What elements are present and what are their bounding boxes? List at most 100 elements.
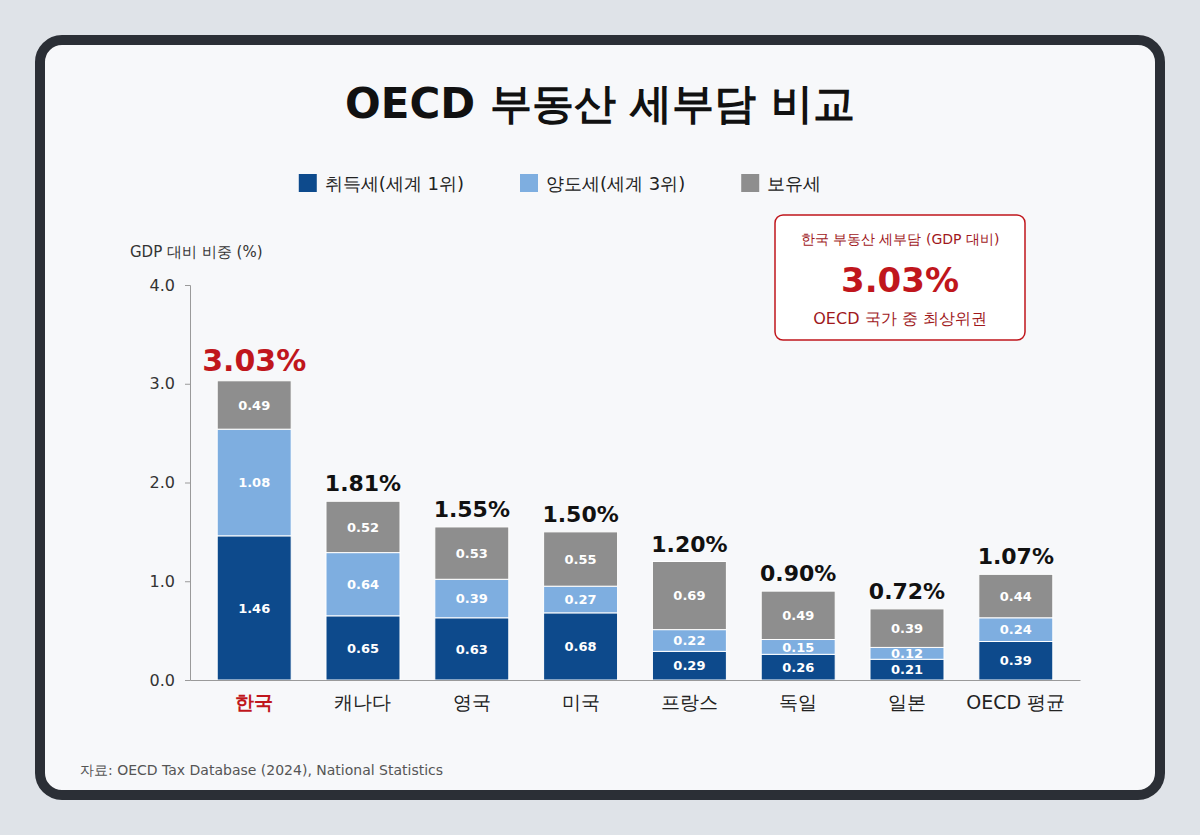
bar-segment <box>544 532 618 586</box>
x-axis: 한국캐나다영국미국프랑스독일일본OECD 평균 <box>191 680 1081 713</box>
y-tick-mark <box>185 680 190 681</box>
x-tick-label: OECD 평균 <box>966 691 1065 713</box>
x-tick-label: 프랑스 <box>661 691 718 713</box>
bars <box>217 381 1053 680</box>
total-label: 1.81% <box>325 471 401 496</box>
segment-label: 0.29 <box>673 658 705 673</box>
y-tick-mark <box>185 581 190 582</box>
page-background <box>0 0 1200 835</box>
legend-item: 양도세(세계 3위) <box>520 173 685 194</box>
bar-segment <box>326 501 400 552</box>
bar-segment <box>979 641 1053 680</box>
x-tick-label: 미국 <box>562 691 600 713</box>
total-label: 1.50% <box>542 502 618 527</box>
y-tick: 0.0 <box>150 671 190 690</box>
legend-label: 양도세(세계 3위) <box>546 173 685 194</box>
bar-segment <box>217 429 291 536</box>
segment-label: 0.12 <box>891 646 923 661</box>
legend: 취득세(세계 1위) 양도세(세계 3위) 보유세 <box>299 173 821 194</box>
bar-segment <box>435 579 509 618</box>
legend-swatch <box>299 174 317 192</box>
x-tick: OECD 평균 <box>966 680 1065 713</box>
y-axis: 0.0 1.0 2.0 3.0 4.0 <box>150 276 191 690</box>
total-label: 1.20% <box>651 532 727 557</box>
segment-label: 0.27 <box>565 592 597 607</box>
bar-segment <box>761 591 835 639</box>
y-tick-label: 4.0 <box>150 276 175 295</box>
bar-segment <box>870 659 944 680</box>
legend-swatch <box>741 174 759 192</box>
segment-label: 0.24 <box>1000 622 1032 637</box>
x-tick: 영국 <box>453 680 491 713</box>
y-axis-line <box>185 286 191 681</box>
total-label: 3.03% <box>202 343 306 378</box>
total-labels: 3.03%1.81%1.55%1.50%1.20%0.90%0.72%1.07% <box>202 343 1054 604</box>
segment-label: 0.44 <box>1000 589 1032 604</box>
data-labels: 1.460.650.630.680.290.260.210.391.080.64… <box>238 398 1032 678</box>
x-tick: 독일 <box>779 680 817 713</box>
y-tick-label: 0.0 <box>150 671 175 690</box>
segment-label: 0.64 <box>347 577 379 592</box>
bar-segment <box>979 618 1053 642</box>
x-tick-label: 캐나다 <box>334 691 391 713</box>
x-tick: 한국 <box>235 680 273 713</box>
chart-svg: OECD 부동산 세부담 비교취득세(세계 1위) 양도세(세계 3위) 보유세 GD… <box>0 0 1200 835</box>
y-tick-mark <box>185 285 190 286</box>
x-axis-line <box>191 680 1081 681</box>
total-label: 1.07% <box>978 544 1054 569</box>
segment-label: 0.68 <box>565 639 597 654</box>
annotation-frame <box>775 215 1025 340</box>
legend-item: 보유세 <box>741 173 821 194</box>
segment-label: 0.39 <box>891 621 923 636</box>
y-tick-label: 3.0 <box>150 374 175 393</box>
bar-segment <box>435 618 509 680</box>
legend-swatch <box>520 174 538 192</box>
x-tick-label: 한국 <box>235 691 273 713</box>
y-axis-title: GDP 대비 비중 (%) <box>130 243 262 261</box>
bar-segment <box>652 651 726 680</box>
bar-segment <box>435 527 509 579</box>
legend-label: 보유세 <box>767 173 821 194</box>
y-tick-mark <box>185 483 190 484</box>
x-tick: 프랑스 <box>661 680 718 713</box>
bar-segment <box>544 586 618 613</box>
y-tick: 3.0 <box>150 374 190 393</box>
segment-label: 1.08 <box>238 475 270 490</box>
card <box>40 40 1160 795</box>
annotation-text: OECD 국가 중 최상위권 <box>813 309 986 328</box>
segment-label: 1.46 <box>238 601 270 616</box>
segment-label: 0.21 <box>891 662 923 677</box>
bar-segment <box>326 616 400 680</box>
annotation-text: 한국 부동산 세부담 (GDP 대비) <box>801 231 1000 247</box>
source-note: 자료: OECD Tax Database (2024), National S… <box>80 762 443 778</box>
x-tick: 캐나다 <box>334 680 391 713</box>
bar-segment <box>217 381 291 429</box>
x-tick: 미국 <box>562 680 600 713</box>
segment-label: 0.69 <box>673 588 705 603</box>
total-label: 0.90% <box>760 561 836 586</box>
segment-label: 0.39 <box>1000 653 1032 668</box>
bar-segment <box>326 553 400 616</box>
annotation-text: 3.03% <box>841 260 959 300</box>
segment-label: 0.49 <box>782 608 814 623</box>
legend-item: 취득세(세계 1위) <box>299 173 464 194</box>
y-tick: 4.0 <box>150 276 190 295</box>
chart-container: OECD 부동산 세부담 비교취득세(세계 1위) 양도세(세계 3위) 보유세 GD… <box>0 0 1200 835</box>
segment-label: 0.49 <box>238 398 270 413</box>
y-tick: 2.0 <box>150 473 190 492</box>
annotation-box: 한국 부동산 세부담 (GDP 대비) 3.03% OECD 국가 중 최상위권 <box>775 215 1025 340</box>
bar-segment <box>979 574 1053 617</box>
legend-label: 취득세(세계 1위) <box>325 173 464 194</box>
segment-label: 0.55 <box>565 552 597 567</box>
bar-segment <box>544 613 618 680</box>
y-tick-label: 2.0 <box>150 473 175 492</box>
y-tick: 1.0 <box>150 572 190 591</box>
chart-title: OECD 부동산 세부담 비교 <box>345 79 855 128</box>
x-tick-label: 독일 <box>779 691 817 713</box>
bar-segment <box>217 536 291 680</box>
bar-segment <box>761 654 835 680</box>
segment-label: 0.63 <box>456 642 488 657</box>
y-tick-label: 1.0 <box>150 572 175 591</box>
y-tick-mark <box>185 384 190 385</box>
bar-segment <box>652 562 726 630</box>
